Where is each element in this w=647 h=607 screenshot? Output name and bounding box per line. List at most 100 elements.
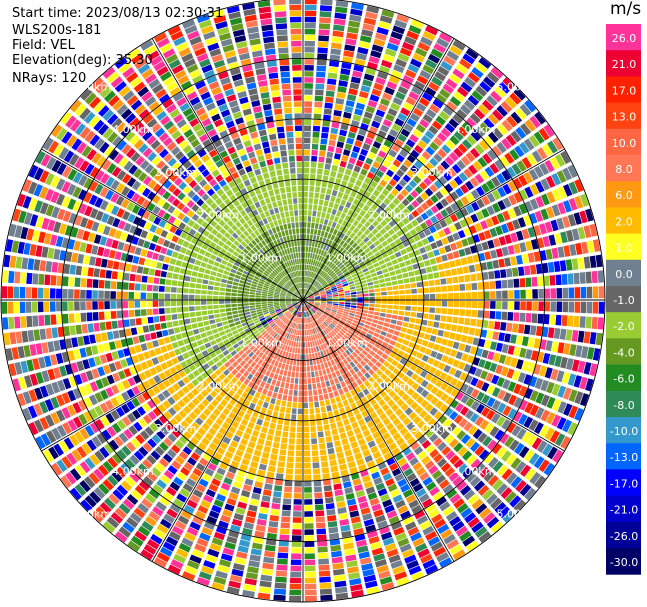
velocity-gate — [299, 378, 303, 384]
velocity-gate — [492, 352, 501, 363]
velocity-gate — [240, 438, 249, 446]
velocity-gate — [289, 583, 302, 590]
velocity-gate — [423, 259, 431, 267]
velocity-gate — [260, 338, 267, 345]
velocity-gate — [425, 373, 433, 382]
velocity-gate — [339, 319, 346, 324]
velocity-gate — [470, 458, 482, 470]
velocity-gate — [18, 376, 27, 390]
velocity-gate — [257, 386, 264, 393]
velocity-gate — [492, 331, 500, 341]
velocity-gate — [114, 507, 127, 520]
velocity-gate — [329, 255, 335, 261]
velocity-gate — [339, 353, 345, 361]
velocity-gate — [475, 210, 485, 221]
velocity-gate — [392, 368, 400, 376]
velocity-gate — [217, 341, 225, 348]
velocity-gate — [111, 271, 118, 280]
velocity-gate — [179, 488, 191, 498]
velocity-gate — [215, 360, 223, 368]
velocity-gate — [225, 296, 231, 300]
velocity-gate — [106, 331, 114, 341]
velocity-gate — [554, 355, 563, 368]
velocity-gate — [359, 35, 372, 43]
velocity-gate — [464, 344, 472, 353]
velocity-gate — [440, 198, 449, 208]
velocity-gate — [399, 543, 412, 553]
velocity-gate — [392, 174, 401, 183]
velocity-gate — [319, 306, 325, 310]
velocity-gate — [246, 366, 253, 373]
velocity-gate — [316, 319, 321, 325]
velocity-gate — [524, 387, 534, 400]
velocity-gate — [345, 237, 352, 244]
velocity-gate — [223, 369, 230, 376]
velocity-gate — [383, 360, 391, 368]
velocity-gate — [365, 261, 373, 267]
velocity-gate — [304, 583, 317, 590]
velocity-gate — [327, 353, 333, 360]
velocity-gate — [110, 409, 120, 421]
velocity-gate — [573, 272, 580, 285]
velocity-gate — [304, 529, 314, 535]
velocity-gate — [557, 202, 567, 215]
velocity-gate — [432, 359, 441, 368]
velocity-gate — [88, 232, 96, 243]
velocity-gate — [411, 391, 420, 400]
velocity-gate — [341, 280, 348, 285]
velocity-gate — [415, 196, 424, 205]
velocity-gate — [289, 577, 302, 584]
velocity-gate — [437, 523, 450, 535]
velocity-gate — [136, 326, 144, 335]
velocity-gate — [393, 300, 400, 305]
velocity-gate — [207, 285, 214, 290]
velocity-gate — [378, 316, 386, 322]
velocity-gate — [504, 257, 511, 267]
velocity-gate — [291, 300, 297, 302]
velocity-gate — [313, 204, 318, 211]
velocity-gate — [412, 416, 422, 425]
velocity-gate — [290, 565, 302, 572]
velocity-gate — [362, 162, 371, 171]
velocity-gate — [223, 270, 230, 276]
velocity-gate — [22, 391, 32, 405]
velocity-gate — [483, 453, 495, 465]
velocity-gate — [294, 384, 299, 390]
velocity-gate — [312, 328, 316, 334]
velocity-gate — [344, 304, 351, 308]
velocity-gate — [419, 325, 427, 332]
velocity-gate — [394, 342, 402, 349]
velocity-gate — [26, 272, 33, 285]
velocity-gate — [275, 570, 288, 577]
velocity-gate — [362, 290, 369, 294]
velocity-gate — [327, 514, 337, 522]
velocity-gate — [284, 332, 289, 338]
velocity-gate — [344, 424, 352, 432]
velocity-gate — [430, 215, 439, 224]
velocity-gate — [169, 366, 178, 375]
velocity-gate — [568, 287, 575, 299]
velocity-gate — [171, 460, 182, 470]
velocity-gate — [288, 438, 295, 445]
velocity-gate — [134, 309, 141, 317]
velocity-gate — [290, 328, 294, 334]
velocity-gate — [165, 249, 174, 257]
velocity-gate — [363, 480, 374, 489]
velocity-gate — [230, 486, 241, 495]
velocity-gate — [400, 128, 411, 138]
velocity-gate — [339, 225, 345, 232]
velocity-gate — [509, 439, 520, 452]
velocity-gate — [480, 220, 489, 230]
velocity-gate — [419, 222, 428, 230]
velocity-gate — [374, 266, 382, 272]
velocity-gate — [327, 145, 335, 153]
velocity-gate — [171, 428, 181, 438]
velocity-gate — [303, 420, 309, 427]
velocity-gate — [370, 357, 378, 364]
velocity-gate — [267, 350, 273, 357]
velocity-gate — [375, 456, 385, 465]
velocity-gate — [466, 336, 474, 345]
velocity-gate — [506, 472, 518, 485]
velocity-gate — [370, 180, 378, 189]
velocity-gate — [556, 417, 567, 430]
